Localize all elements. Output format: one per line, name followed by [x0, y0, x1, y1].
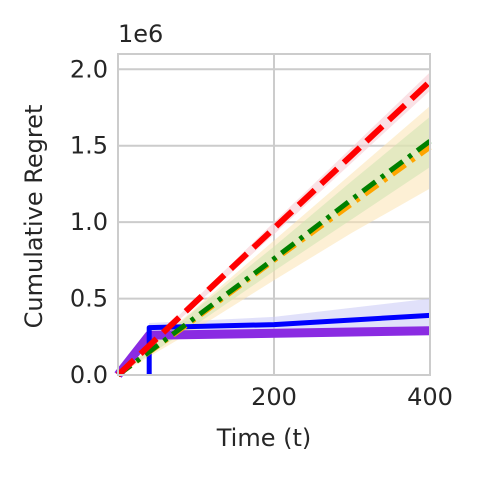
- series-band-3: [118, 116, 430, 375]
- y-tick-label: 2.0: [70, 55, 108, 83]
- x-tick-label: 200: [251, 383, 297, 411]
- y-axis-offset-label: 1e6: [118, 20, 163, 48]
- series-line-3: [116, 139, 432, 378]
- tick-labels: 200 400 0.0 0.5 1.0 1.5 2.0: [70, 55, 453, 411]
- x-tick-label: 400: [407, 383, 453, 411]
- x-axis-label: Time (t): [216, 424, 312, 452]
- series-line-4: [115, 79, 433, 378]
- plot-frame: [117, 53, 431, 376]
- series-lines: [114, 79, 433, 378]
- y-tick-label: 0.5: [70, 285, 108, 313]
- y-axis-label: Cumulative Regret: [20, 105, 48, 329]
- y-tick-label: 1.0: [70, 208, 108, 236]
- y-tick-label: 1.5: [70, 132, 108, 160]
- series-band-2: [118, 106, 430, 375]
- y-tick-label: 0.0: [70, 361, 108, 389]
